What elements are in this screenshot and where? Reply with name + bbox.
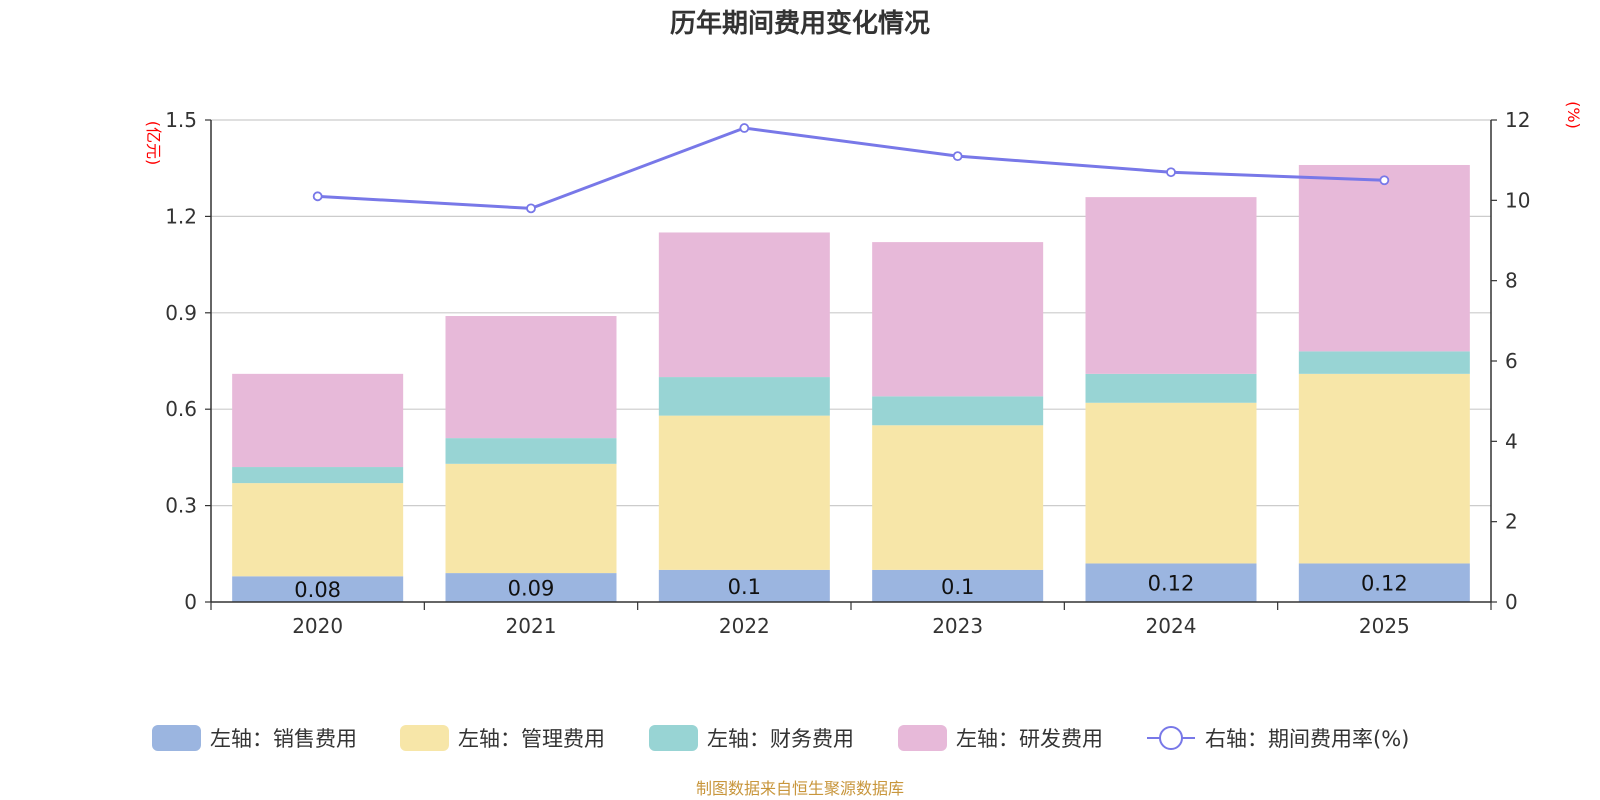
x-axis-tick-label: 2020	[292, 614, 343, 638]
right-axis-tick-label: 2	[1505, 510, 1518, 534]
bar-segment	[658, 415, 830, 570]
data-labels: 0.08 0.09 0.1 0.1 0.12 0.12	[294, 572, 1407, 602]
bar-data-label: 0.08	[294, 578, 341, 602]
legend-swatch	[898, 725, 947, 751]
bar-segment	[658, 232, 830, 378]
right-axis-tick-label: 8	[1505, 269, 1518, 293]
bar-segment	[445, 463, 617, 574]
bar-segment	[1085, 402, 1257, 564]
bar-segment	[872, 242, 1044, 397]
left-axis-tick-label: 1.5	[165, 108, 197, 132]
bar-segment	[232, 467, 404, 484]
bar-series	[232, 164, 1470, 602]
bar-segment	[872, 396, 1044, 426]
x-axis-tick-label: 2023	[932, 614, 983, 638]
legend-swatch	[152, 725, 201, 751]
bar-data-label: 0.1	[728, 575, 761, 599]
bar-data-label: 0.1	[941, 575, 974, 599]
legend-label: 左轴：财务费用	[707, 727, 854, 751]
bar-segment	[1298, 563, 1470, 602]
left-axis-tick-label: 0.3	[165, 494, 197, 518]
gridlines	[211, 119, 1491, 507]
left-axis-unit: (亿元)	[144, 121, 163, 166]
legend-label: 左轴：研发费用	[956, 727, 1103, 751]
legend-swatch	[649, 725, 698, 751]
rate-point	[1166, 167, 1176, 178]
left-axis-tick-label: 0.9	[165, 301, 197, 325]
bar-segment	[658, 377, 830, 416]
bar-segment	[445, 316, 617, 439]
right-axis-tick-label: 6	[1505, 349, 1518, 373]
bar-segment	[872, 425, 1044, 570]
left-axis-tick-label: 0.6	[165, 397, 197, 421]
bar-data-label: 0.12	[1361, 572, 1408, 596]
bar-segment	[1085, 563, 1257, 602]
left-axis-tick-label: 1.2	[165, 204, 197, 228]
bar-segment	[232, 576, 404, 602]
legend-label: 左轴：销售费用	[210, 727, 357, 751]
x-axis-tick-label: 2025	[1359, 614, 1410, 638]
rate-point	[312, 191, 323, 202]
right-axis-tick-label: 10	[1505, 188, 1530, 212]
chart-title: 历年期间费用变化情况	[670, 8, 930, 39]
source-note: 制图数据来自恒生聚源数据库	[696, 779, 904, 798]
bar-segment	[872, 569, 1044, 602]
right-axis-tick-label: 4	[1505, 429, 1518, 453]
right-axis-unit: (%)	[1564, 101, 1583, 129]
bar-segment	[232, 373, 404, 468]
bar-segment	[658, 569, 830, 602]
right-axis-tick-label: 12	[1505, 108, 1530, 132]
legend[interactable]: 左轴：销售费用 左轴：管理费用 左轴：财务费用 左轴：研发费用 右轴：期间费用率(%)	[152, 725, 1409, 751]
bar-segment	[1298, 351, 1470, 374]
legend-swatch	[400, 725, 449, 751]
bar-data-label: 0.09	[508, 577, 555, 601]
bar-segment	[1298, 164, 1470, 352]
x-axis-tick-label: 2021	[506, 614, 557, 638]
rate-point	[739, 123, 750, 133]
rate-point	[1379, 175, 1390, 186]
rate-line	[317, 126, 1385, 210]
right-axis-tick-label: 0	[1505, 590, 1518, 614]
bar-segment	[1085, 373, 1257, 403]
axes: 0 0.3 0.6 0.9 1.2 1.5 0 2 4 6 8 10 12 2020 2021 2022 202…	[165, 108, 1530, 638]
legend-label: 左轴：管理费用	[458, 727, 605, 751]
bar-segment	[445, 573, 617, 602]
legend-label: 右轴：期间费用率(%)	[1205, 727, 1409, 751]
legend-circle-icon	[1159, 726, 1183, 750]
bar-segment	[1085, 197, 1257, 374]
bar-data-label: 0.12	[1148, 572, 1195, 596]
bar-segment	[232, 483, 404, 577]
x-axis-tick-label: 2022	[719, 614, 770, 638]
rate-point	[952, 151, 963, 162]
x-axis-tick-label: 2024	[1146, 614, 1197, 638]
rate-line-series	[312, 123, 1390, 214]
bar-segment	[445, 438, 617, 464]
left-axis-tick-label: 0	[184, 590, 197, 614]
bar-segment	[1298, 373, 1470, 564]
rate-point	[526, 203, 536, 214]
